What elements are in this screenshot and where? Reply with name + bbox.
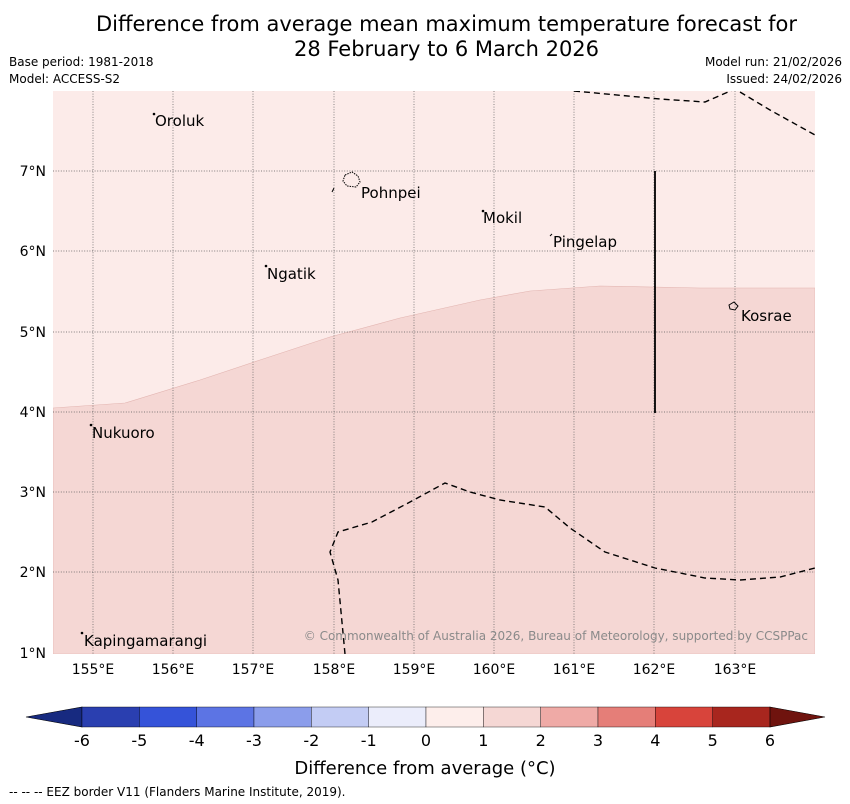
label-oroluk: Oroluk [155, 112, 204, 130]
band-1-to-2 [53, 285, 815, 654]
colorbar-tick-label: -6 [74, 731, 90, 750]
colorbar-segment [81, 706, 140, 728]
colorbar-extend-low [25, 706, 83, 728]
label-pingelap: Pingelap [553, 233, 617, 251]
lon-label-156e: 156°E [152, 662, 195, 678]
title-line-1: Difference from average mean maximum tem… [96, 12, 797, 36]
colorbar-tick-label: -5 [131, 731, 147, 750]
lon-label-157e: 157°E [232, 662, 275, 678]
colorbar-extend-high [769, 706, 826, 728]
nukuoro-dot [89, 423, 93, 427]
temperature-anomaly-fill [53, 91, 815, 654]
colorbar-tick-label: 2 [536, 731, 546, 750]
lat-label-7n: 7°N [20, 164, 46, 180]
model-name: Model: ACCESS-S2 [9, 72, 121, 86]
model-run: Model run: 21/02/2026 [704, 55, 842, 69]
label-kapingamarangi: Kapingamarangi [84, 632, 207, 650]
colorbar-segment [655, 706, 713, 728]
ant-atoll [331, 187, 335, 193]
colorbar [25, 706, 826, 728]
lat-label-1n: 1°N [20, 646, 46, 662]
place-labels: Oroluk Pohnpei Mokil Pingelap Ngatik Kos… [84, 112, 792, 650]
eez-border-south [329, 482, 815, 654]
colorbar-segment [311, 706, 369, 728]
chart-title: Difference from average mean maximum tem… [0, 12, 850, 62]
colorbar-tick-labels: -6 -5 -4 -3 -2 -1 0 1 2 3 4 5 6 [74, 731, 775, 750]
eez-border-north [573, 91, 815, 136]
colorbar-tick-label: 6 [765, 731, 775, 750]
label-nukuoro: Nukuoro [92, 424, 155, 442]
lat-label-3n: 3°N [20, 485, 46, 501]
label-mokil: Mokil [483, 209, 522, 227]
colorbar-tick-label: 5 [708, 731, 718, 750]
meta-left: Base period: 1981-2018 Model: ACCESS-S2 [9, 54, 154, 88]
issued-date: Issued: 24/02/2026 [726, 72, 842, 86]
oroluk-dot [152, 112, 156, 116]
kapingamarangi-dot [80, 631, 84, 635]
colorbar-tick-label: -2 [303, 731, 319, 750]
lon-label-162e: 162°E [633, 662, 676, 678]
lon-label-155e: 155°E [72, 662, 115, 678]
longitude-labels: 155°E 156°E 157°E 158°E 159°E 160°E 161°… [72, 662, 757, 678]
colorbar-segment [483, 706, 541, 728]
label-kosrae: Kosrae [741, 307, 792, 325]
label-ngatik: Ngatik [267, 265, 316, 283]
lon-label-161e: 161°E [553, 662, 596, 678]
mokil-dot [481, 209, 485, 213]
colorbar-tick-label: 0 [421, 731, 431, 750]
colorbar-title: Difference from average (°C) [294, 758, 555, 779]
base-period: Base period: 1981-2018 [9, 55, 154, 69]
copyright-notice: © Commonwealth of Australia 2026, Bureau… [304, 629, 808, 643]
label-pohnpei: Pohnpei [361, 184, 421, 202]
latitude-labels: 7°N 6°N 5°N 4°N 3°N 2°N 1°N [20, 164, 46, 662]
colorbar-segment [540, 706, 599, 728]
colorbar-tick-label: 3 [593, 731, 603, 750]
pingelap-mark [549, 233, 553, 237]
kosrae-island [728, 301, 739, 311]
colorbar-tick-label: -4 [189, 731, 205, 750]
lat-label-5n: 5°N [20, 325, 46, 341]
lat-label-4n: 4°N [20, 405, 46, 421]
colorbar-tick-label: 4 [650, 731, 660, 750]
colorbar-tick-label: 1 [478, 731, 488, 750]
lon-label-160e: 160°E [473, 662, 516, 678]
colorbar-segment [597, 706, 656, 728]
colorbar-tick-label: -3 [246, 731, 262, 750]
colorbar-segment [196, 706, 255, 728]
eez-source-note: -- -- -- EEZ border V11 (Flanders Marine… [9, 785, 346, 799]
lat-label-2n: 2°N [20, 565, 46, 581]
gridlines [53, 91, 815, 654]
title-line-2: 28 February to 6 March 2026 [293, 37, 600, 61]
lon-label-159e: 159°E [393, 662, 436, 678]
eez-borders [329, 91, 815, 654]
colorbar-segment [712, 706, 771, 728]
lon-label-163e: 163°E [714, 662, 757, 678]
meta-right: Model run: 21/02/2026 Issued: 24/02/2026 [705, 54, 842, 88]
pohnpei-island [342, 171, 361, 188]
lat-label-6n: 6°N [20, 244, 46, 260]
lon-label-158e: 158°E [313, 662, 356, 678]
colorbar-segment [368, 706, 427, 728]
colorbar-segment [139, 706, 197, 728]
colorbar-segment [425, 706, 484, 728]
colorbar-segment [253, 706, 312, 728]
island-outlines [80, 112, 739, 635]
colorbar-tick-label: -1 [361, 731, 377, 750]
ngatik-dot [264, 264, 268, 268]
